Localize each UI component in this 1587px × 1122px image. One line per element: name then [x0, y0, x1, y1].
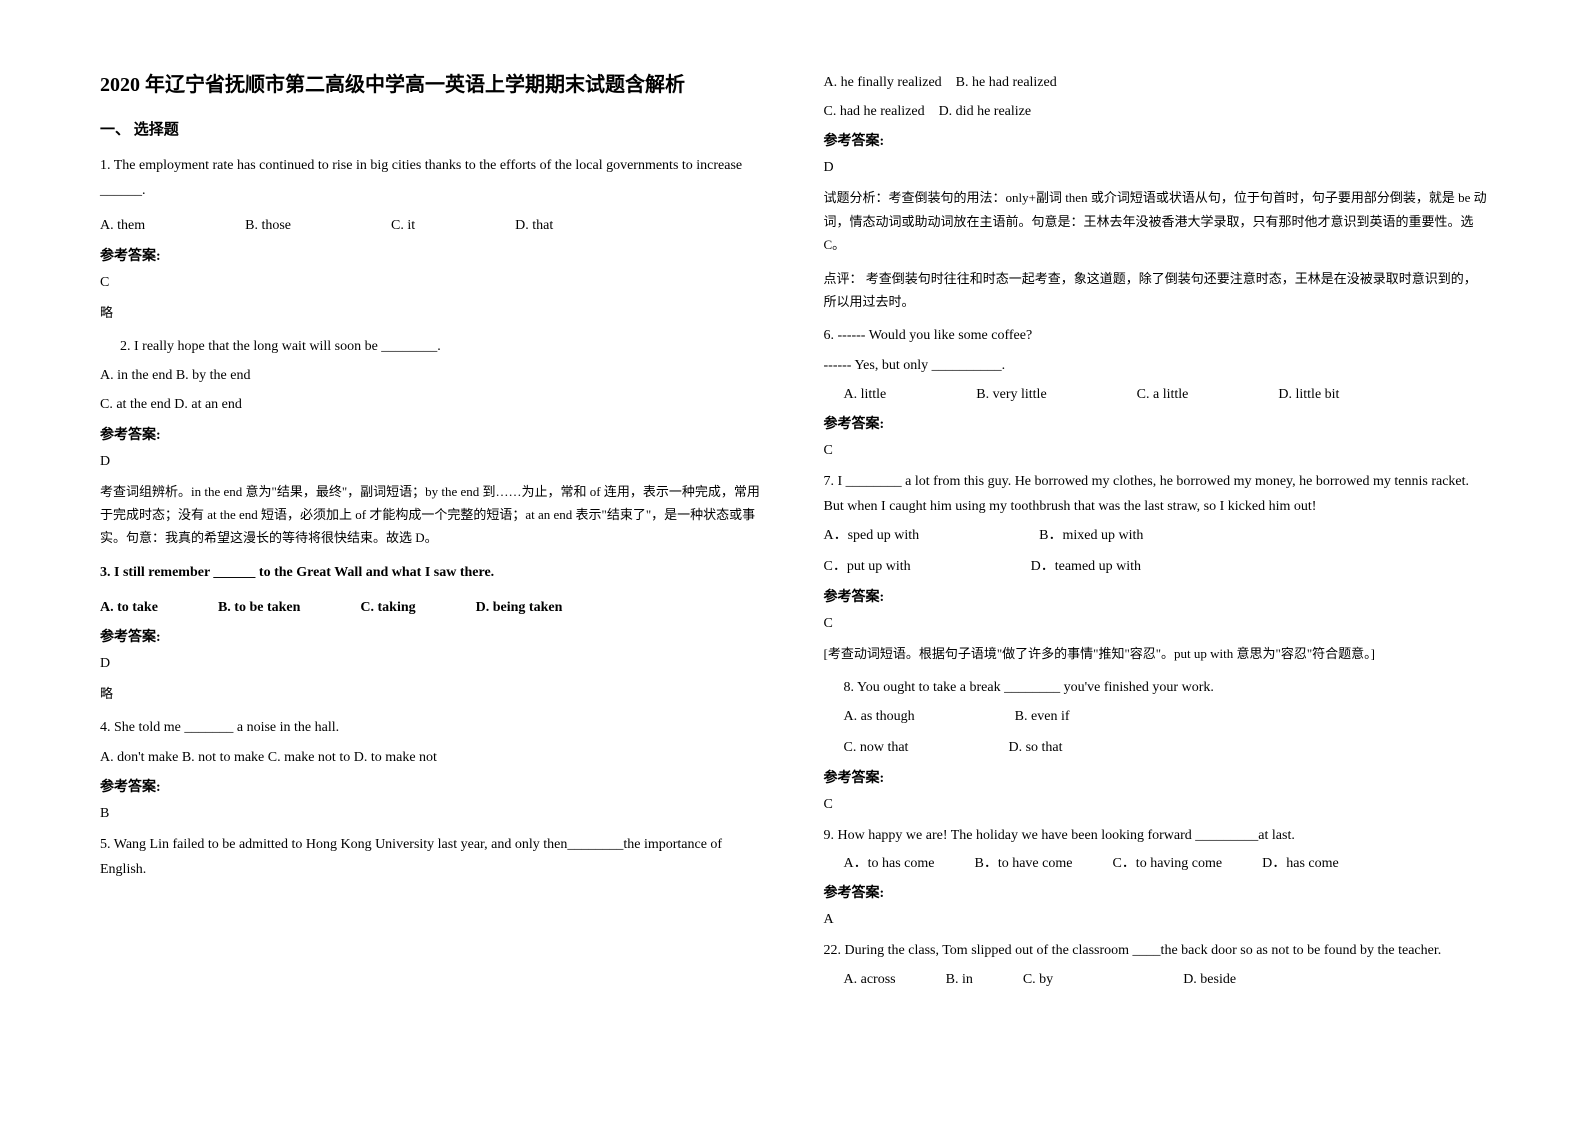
q2-answer: D — [100, 454, 764, 470]
q1-optB: B. those — [245, 213, 291, 238]
q2-optAB: A. in the end B. by the end — [100, 363, 764, 388]
q10-optC: C. by — [1023, 967, 1053, 992]
q6-text1: 6. ------ Would you like some coffee? — [824, 323, 1488, 348]
q4-options: A. don't make B. not to make C. make not… — [100, 745, 764, 770]
q1-optC: C. it — [391, 213, 415, 238]
q9-text: 9. How happy we are! The holiday we have… — [824, 823, 1488, 848]
q1-answer: C — [100, 275, 764, 291]
q2-explanation: 考查词组辨析。in the end 意为"结果，最终"，副词短语；by the … — [100, 480, 764, 550]
q7-options-cd: C．put up with D．teamed up with — [824, 554, 1488, 579]
q6-optC: C. a little — [1137, 382, 1189, 407]
q8-answer-label: 参考答案: — [824, 767, 1488, 787]
q8-options-ab: A. as though B. even if — [824, 704, 1488, 729]
q1-text: 1. The employment rate has continued to … — [100, 153, 764, 203]
q4-text: 4. She told me _______ a noise in the ha… — [100, 715, 764, 740]
q9-optA: A．to has come — [844, 852, 935, 876]
q3-optC: C. taking — [360, 595, 415, 620]
q8-optA: A. as though — [844, 704, 915, 729]
q10-optB: B. in — [946, 967, 973, 992]
q6-optB: B. very little — [976, 382, 1046, 407]
q10-optD: D. beside — [1183, 967, 1236, 992]
q2-answer-label: 参考答案: — [100, 424, 764, 444]
q3-optB: B. to be taken — [218, 595, 300, 620]
q2-text: 2. I really hope that the long wait will… — [100, 334, 764, 359]
q9-answer: A — [824, 912, 1488, 928]
q7-optC: C．put up with — [824, 554, 911, 579]
right-column: A. he finally realized B. he had realize… — [824, 70, 1488, 1052]
q5-optD: D. did he realize — [939, 104, 1032, 119]
q3-options: A. to take B. to be taken C. taking D. b… — [100, 595, 764, 620]
q5-explanation2: 点评： 考查倒装句时往往和时态一起考查，象这道题，除了倒装句还要注意时态，王林是… — [824, 267, 1488, 314]
q9-optD: D．has come — [1262, 852, 1339, 876]
q9-options: A．to has come B．to have come C．to having… — [824, 852, 1488, 876]
q4-answer-label: 参考答案: — [100, 776, 764, 796]
q3-answer-label: 参考答案: — [100, 626, 764, 646]
q7-optA: A．sped up with — [824, 523, 920, 548]
q3-text: 3. I still remember ______ to the Great … — [100, 560, 764, 585]
q9-optC: C．to having come — [1112, 852, 1222, 876]
q10-text: 22. During the class, Tom slipped out of… — [824, 938, 1488, 963]
q3-answer: D — [100, 656, 764, 672]
section-header: 一、 选择题 — [100, 118, 764, 139]
q8-optD: D. so that — [1008, 735, 1062, 760]
q6-optA: A. little — [844, 382, 887, 407]
q7-answer-label: 参考答案: — [824, 586, 1488, 606]
left-column: 2020 年辽宁省抚顺市第二高级中学高一英语上学期期末试题含解析 一、 选择题 … — [100, 70, 764, 1052]
q6-optD: D. little bit — [1278, 382, 1339, 407]
q8-optB: B. even if — [1015, 704, 1070, 729]
q7-answer: C — [824, 616, 1488, 632]
q5-answer: D — [824, 160, 1488, 176]
q3-optA: A. to take — [100, 595, 158, 620]
q3-optD: D. being taken — [476, 595, 563, 620]
q5-optA: A. he finally realized — [824, 75, 942, 90]
q9-answer-label: 参考答案: — [824, 882, 1488, 902]
q7-optB: B．mixed up with — [1039, 523, 1143, 548]
q8-optC: C. now that — [844, 735, 909, 760]
q10-optA: A. across — [844, 967, 896, 992]
q7-options-ab: A．sped up with B．mixed up with — [824, 523, 1488, 548]
q7-text: 7. I ________ a lot from this guy. He bo… — [824, 469, 1488, 519]
q6-options: A. little B. very little C. a little D. … — [824, 382, 1488, 407]
q4-answer: B — [100, 806, 764, 822]
q3-note: 略 — [100, 682, 764, 705]
q6-answer: C — [824, 443, 1488, 459]
q5-options-cd: C. had he realized D. did he realize — [824, 99, 1488, 124]
q5-text: 5. Wang Lin failed to be admitted to Hon… — [100, 832, 764, 882]
q9-optB: B．to have come — [974, 852, 1072, 876]
q5-options-ab: A. he finally realized B. he had realize… — [824, 70, 1488, 95]
q7-explanation: [考查动词短语。根据句子语境"做了许多的事情"推知"容忍"。put up wit… — [824, 642, 1488, 665]
q8-answer: C — [824, 797, 1488, 813]
q5-optC: C. had he realized — [824, 104, 925, 119]
exam-title: 2020 年辽宁省抚顺市第二高级中学高一英语上学期期末试题含解析 — [100, 70, 764, 100]
q5-explanation1: 试题分析：考查倒装句的用法：only+副词 then 或介词短语或状语从句，位于… — [824, 186, 1488, 256]
q8-options-cd: C. now that D. so that — [824, 735, 1488, 760]
q1-optD: D. that — [515, 213, 553, 238]
q1-note: 略 — [100, 301, 764, 324]
q8-text: 8. You ought to take a break ________ yo… — [824, 675, 1488, 700]
q6-text2: ------ Yes, but only __________. — [824, 353, 1488, 378]
q1-answer-label: 参考答案: — [100, 245, 764, 265]
q10-options: A. across B. in C. by D. beside — [824, 967, 1488, 992]
q5-answer-label: 参考答案: — [824, 130, 1488, 150]
q1-optA: A. them — [100, 213, 145, 238]
q6-answer-label: 参考答案: — [824, 413, 1488, 433]
q1-options: A. them B. those C. it D. that — [100, 213, 764, 238]
q7-optD: D．teamed up with — [1031, 554, 1141, 579]
q2-optCD: C. at the end D. at an end — [100, 392, 764, 417]
q5-optB: B. he had realized — [956, 75, 1057, 90]
